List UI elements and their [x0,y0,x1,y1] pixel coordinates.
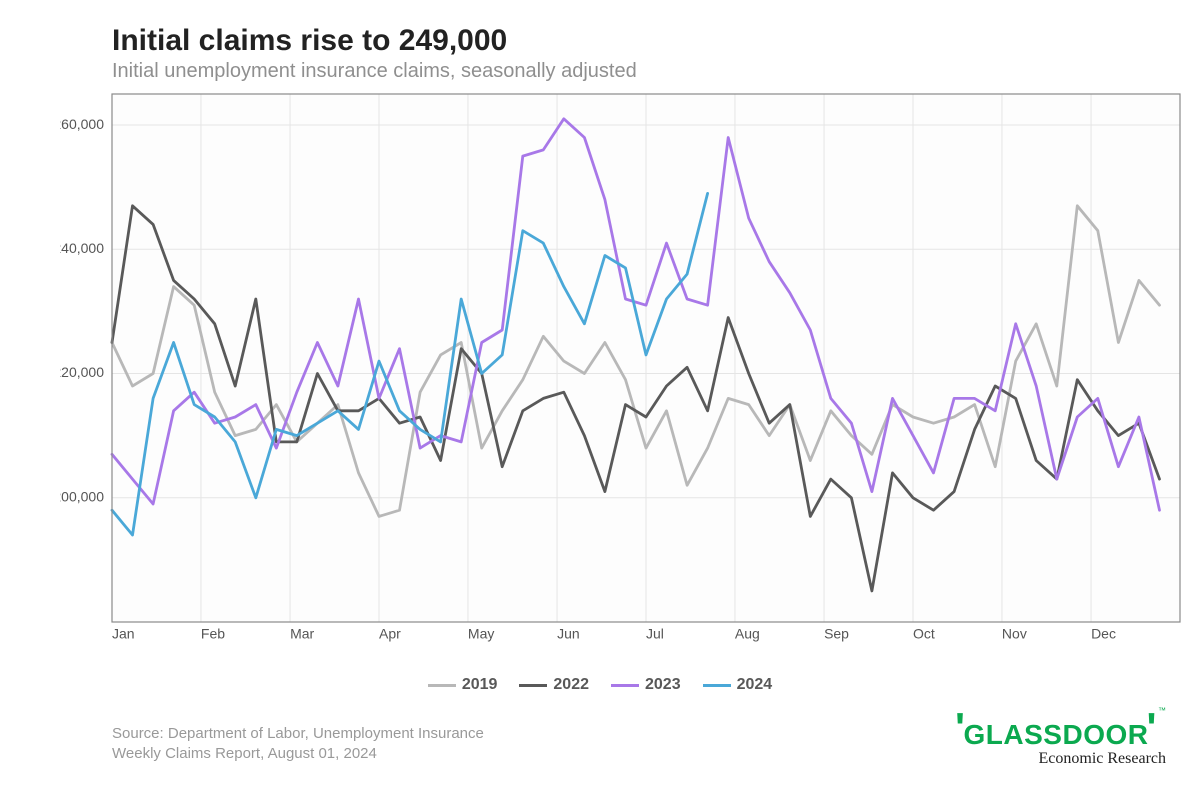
svg-text:Oct: Oct [913,625,935,641]
legend-item-2024: 2024 [703,676,773,694]
plot-area: 200,000 220,000 240,000 260,000 Jan Feb Mar Apr… [60,88,1188,648]
legend-item-2023: 2023 [611,676,681,694]
svg-text:Mar: Mar [290,625,314,641]
svg-text:220,000: 220,000 [60,364,104,380]
chart-subtitle: Initial unemployment insurance claims, s… [112,60,637,83]
legend-label: 2022 [553,676,589,694]
svg-text:240,000: 240,000 [60,240,104,256]
legend-swatch [611,684,639,687]
brand-logo: GLASSDOOR [955,719,1157,750]
legend-item-2019: 2019 [428,676,498,694]
svg-text:Dec: Dec [1091,625,1116,641]
svg-text:Jan: Jan [112,625,135,641]
svg-text:Feb: Feb [201,625,225,641]
chart-title: Initial claims rise to 249,000 [112,24,507,58]
svg-text:Nov: Nov [1002,625,1027,641]
legend-label: 2019 [462,676,498,694]
svg-text:Jul: Jul [646,625,664,641]
line-chart-svg: 200,000 220,000 240,000 260,000 Jan Feb Mar Apr… [60,88,1188,648]
brand-block: GLASSDOOR™ Economic Research [955,706,1166,768]
svg-text:Aug: Aug [735,625,760,641]
legend-swatch [519,684,547,687]
svg-text:Sep: Sep [824,625,849,641]
svg-text:May: May [468,625,494,641]
source-footer: Source: Department of Labor, Unemploymen… [112,724,484,765]
svg-text:260,000: 260,000 [60,116,104,132]
svg-text:200,000: 200,000 [60,488,104,504]
brand-subline: Economic Research [955,750,1166,768]
svg-text:Jun: Jun [557,625,580,641]
source-line-2: Weekly Claims Report, August 01, 2024 [112,744,484,764]
svg-text:Apr: Apr [379,625,401,641]
brand-tm: ™ [1158,706,1166,715]
legend-item-2022: 2022 [519,676,589,694]
legend-swatch [428,684,456,687]
legend: 2019 2022 2023 2024 [0,676,1200,694]
source-line-1: Source: Department of Labor, Unemploymen… [112,724,484,744]
chart-container: Initial claims rise to 249,000 Initial u… [0,0,1200,800]
legend-label: 2024 [737,676,773,694]
legend-label: 2023 [645,676,681,694]
legend-swatch [703,684,731,687]
